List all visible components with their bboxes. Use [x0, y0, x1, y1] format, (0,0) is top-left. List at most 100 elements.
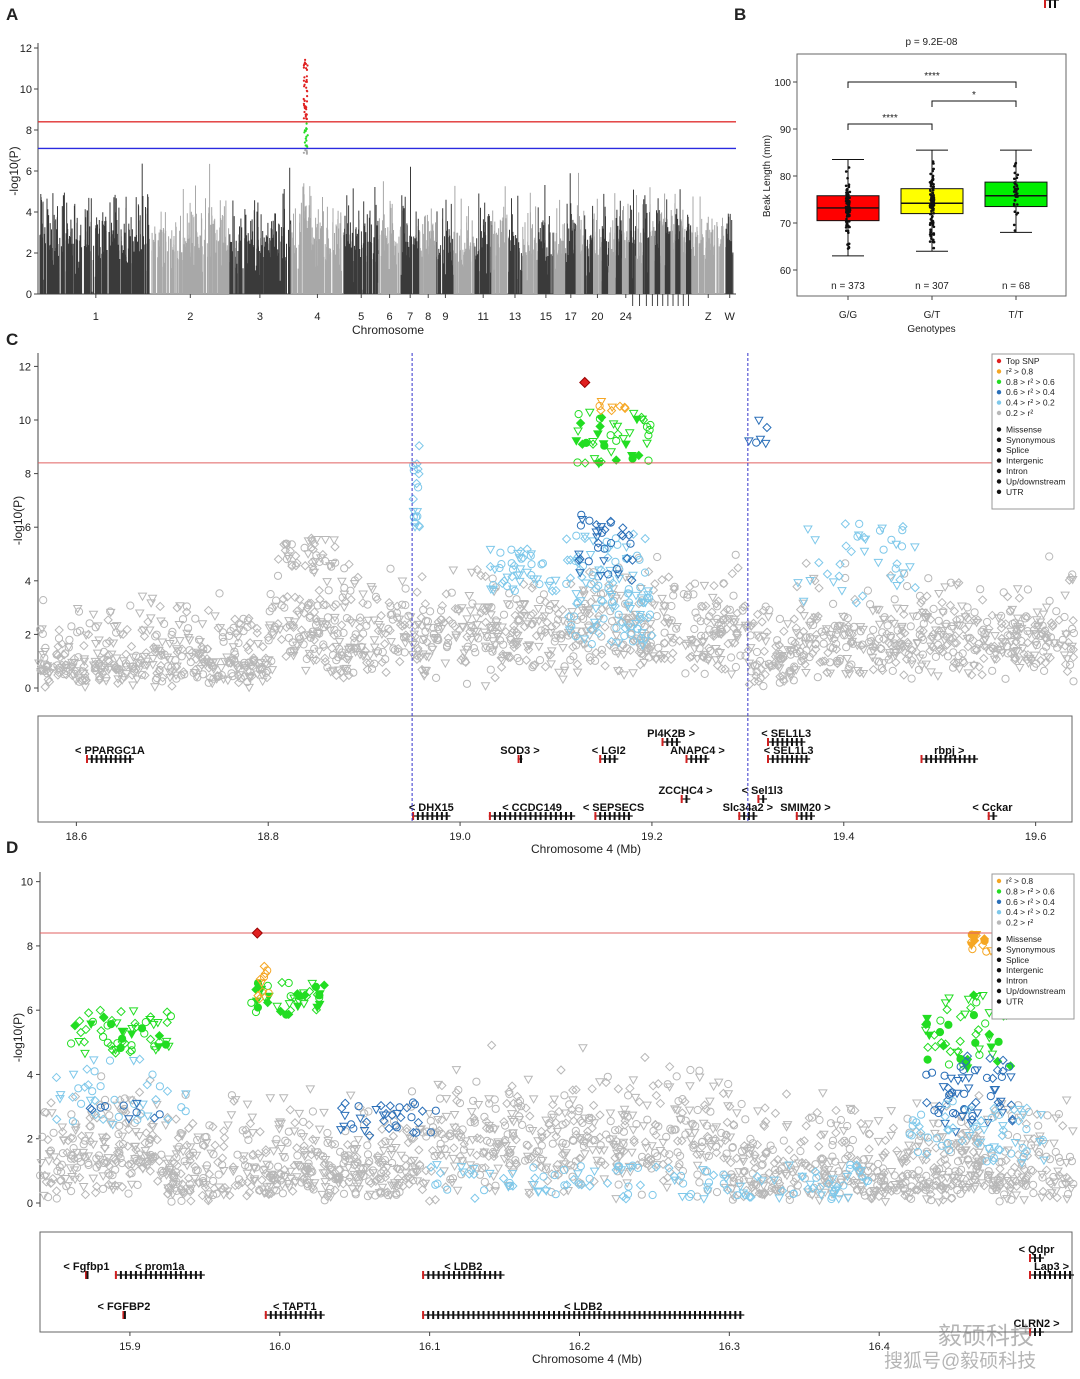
snp-point	[546, 647, 557, 656]
snp-point	[305, 629, 316, 639]
snp-point	[852, 641, 863, 651]
snp-point	[551, 585, 561, 596]
snp-point	[906, 655, 917, 665]
gene-exon	[934, 755, 937, 763]
snp-point	[385, 625, 395, 636]
snp-point	[376, 610, 386, 621]
x-tick-label: 19.0	[449, 831, 470, 843]
snp-point	[449, 1111, 460, 1120]
snp-point	[846, 546, 856, 557]
snp-point	[51, 1072, 62, 1083]
snp-point	[181, 1107, 190, 1116]
snp-point	[685, 582, 695, 592]
snp-point	[949, 657, 959, 668]
snp-point	[364, 1134, 375, 1143]
legend-label: Up/downstream	[1006, 476, 1066, 486]
snp-point	[568, 1172, 577, 1181]
x-tick-label: 18.6	[66, 831, 87, 843]
snp-point	[562, 555, 573, 565]
legend-marker	[996, 358, 1002, 364]
snp-point	[480, 642, 491, 652]
snp-point	[420, 599, 431, 609]
snp-point	[521, 655, 532, 665]
snp-point	[239, 614, 248, 623]
snp-point	[300, 543, 309, 553]
snp-point	[433, 622, 443, 632]
snp-point	[340, 1098, 350, 1108]
snp-point	[841, 670, 851, 679]
gene-exon	[445, 812, 448, 820]
snp-point	[325, 668, 336, 677]
snp-point	[657, 594, 667, 604]
y-tick-label: 8	[25, 469, 31, 481]
snp-point	[1052, 1192, 1062, 1203]
snp-point	[53, 641, 63, 652]
snp-point	[941, 640, 952, 651]
snp-point	[573, 598, 582, 607]
snp-point	[323, 1128, 332, 1138]
data-point	[930, 198, 934, 201]
chromosome-snps	[290, 183, 345, 294]
snp-point	[1068, 570, 1077, 579]
top-snp-marker	[579, 376, 591, 389]
legend-label: Synonymous	[1006, 944, 1055, 954]
snp-point	[693, 1105, 702, 1115]
snp-point	[838, 1127, 849, 1136]
snp-point	[693, 613, 702, 622]
snp-point	[367, 664, 377, 673]
snp-point	[738, 1168, 749, 1178]
snp-point	[779, 1136, 788, 1145]
snp-point	[619, 402, 630, 412]
snp-point	[99, 647, 109, 656]
snp-point	[606, 575, 615, 584]
snp-point	[968, 635, 979, 646]
data-point	[845, 221, 849, 224]
snp-point	[829, 599, 838, 609]
snp-point	[336, 666, 347, 677]
snp-point	[521, 1103, 531, 1113]
y-tick-label: 4	[26, 207, 32, 219]
gene-exon	[524, 812, 527, 820]
snp-point	[606, 431, 615, 440]
snp-point	[122, 624, 132, 635]
legend-marker	[996, 427, 1002, 432]
snp-point	[855, 623, 866, 632]
snp-point	[392, 608, 401, 617]
snp-point	[972, 644, 981, 653]
snp-point	[340, 1111, 350, 1121]
snp-point	[616, 617, 627, 627]
snp-point	[597, 604, 608, 614]
snp-point	[803, 525, 813, 535]
snp-point	[735, 1176, 744, 1185]
snp-point	[815, 657, 825, 667]
snp-point	[308, 1107, 317, 1116]
snp-point	[745, 644, 756, 653]
snp-point	[636, 584, 646, 594]
snp-point	[648, 585, 659, 595]
snp-point	[525, 1111, 535, 1121]
snp-point	[345, 1091, 356, 1101]
snp-point	[324, 586, 333, 595]
data-point	[847, 184, 850, 187]
snp-point	[134, 609, 145, 619]
snp-point	[480, 682, 491, 691]
snp-point	[692, 654, 703, 664]
snp-point	[247, 671, 257, 681]
snp-point	[198, 655, 207, 664]
snp-point	[314, 585, 324, 596]
snp-point	[392, 601, 402, 612]
y-axis-title: -log10(P)	[11, 496, 25, 545]
snp-point	[80, 1189, 91, 1200]
snp-point	[787, 636, 796, 646]
legend-label: Top SNP	[1006, 356, 1040, 366]
snp-point	[1068, 615, 1078, 626]
snp-point	[911, 1142, 921, 1152]
snp-point	[817, 1089, 828, 1098]
snp-point	[977, 595, 988, 605]
snp-point	[88, 1056, 99, 1065]
snp-point	[409, 466, 418, 475]
snp-point	[640, 568, 650, 577]
peak-snp	[303, 131, 306, 134]
snp-point	[647, 630, 657, 641]
snp-point	[54, 634, 64, 643]
